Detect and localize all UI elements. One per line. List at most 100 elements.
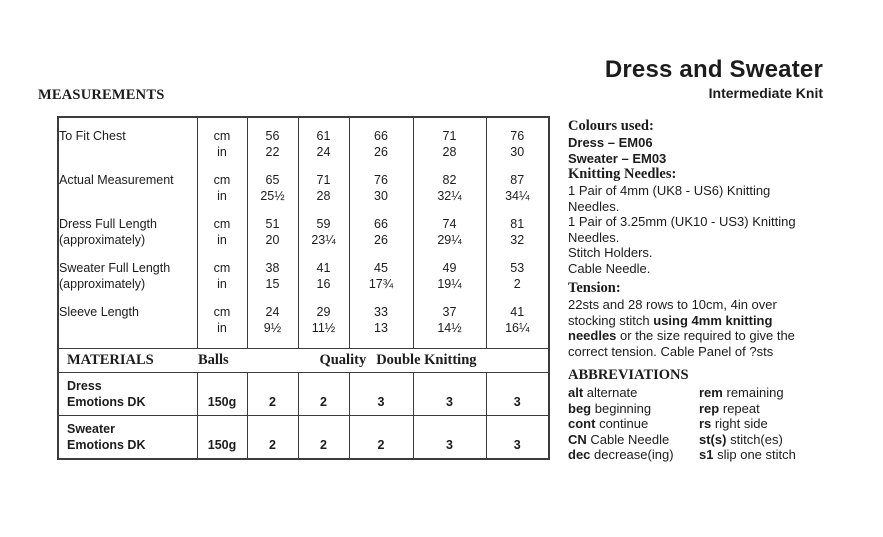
page-subtitle: Intermediate Knit xyxy=(708,85,823,101)
yarn-weight: 150g xyxy=(196,415,247,459)
value-cell: 66 26 xyxy=(348,117,413,172)
materials-header-row: MATERIALS Balls Quality Double Knitting xyxy=(57,348,549,373)
value-cell: 41 16¼ xyxy=(485,304,549,349)
balls-count: 3 xyxy=(412,415,486,459)
value-cell: 71 28 xyxy=(297,172,349,216)
yarn-quality: Emotions DK xyxy=(67,438,146,452)
value-cell: 71 28 xyxy=(412,117,486,172)
needles-line: 1 Pair of 3.25mm (UK10 - US3) Knitting xyxy=(568,214,796,229)
unit-in: in xyxy=(217,145,227,159)
row-label: Actual Measurement xyxy=(59,173,174,187)
row-label-cell: To Fit Chest xyxy=(57,117,197,172)
table-row-to-fit-chest: To Fit Chest cm in 56 22 61 24 66 26 71 28 7… xyxy=(57,117,549,172)
value-cell: 74 29¼ xyxy=(412,216,486,260)
value-cell: 37 14½ xyxy=(412,304,486,349)
unit-cell: cm in xyxy=(196,260,247,304)
stitch-holders-line: Stitch Holders. xyxy=(568,245,653,260)
unit-cm: cm xyxy=(213,173,231,187)
row-label: Sleeve Length xyxy=(59,305,139,319)
abbr-item: st(s) stitch(es) xyxy=(699,431,783,447)
abbreviations-heading: ABBREVIATIONS xyxy=(568,367,689,383)
value-cell: 24 9½ xyxy=(246,304,298,349)
unit-cell: cm in xyxy=(196,304,247,349)
value-cell: 81 32 xyxy=(485,216,549,260)
abbr-item: rep repeat xyxy=(699,400,760,416)
abbr-item: s1 slip one stitch xyxy=(699,447,796,462)
value-cell: 87 34¼ xyxy=(485,172,549,216)
table-row-dress-full-length: Dress Full Length (approximately) cm in … xyxy=(57,216,549,260)
abbr-item: rs right side xyxy=(699,416,768,431)
value-cell: 51 20 xyxy=(246,216,298,260)
unit-in: in xyxy=(217,277,227,291)
unit-cell: cm in xyxy=(196,117,247,172)
page-header: Dress and Sweater Intermediate Knit xyxy=(605,56,823,101)
pattern-details: Colours used: Dress – EM06 Sweater – EM0… xyxy=(568,118,826,463)
materials-heading: MATERIALS xyxy=(67,352,154,368)
value-cell: 33 13 xyxy=(348,304,413,349)
colour-dress: Dress – EM06 xyxy=(568,135,653,150)
materials-row-dress: Dress Emotions DK 150g 2 2 3 3 3 xyxy=(57,372,549,416)
value-cell: 65 25½ xyxy=(246,172,298,216)
balls-count: 3 xyxy=(348,372,413,416)
needles-heading: Knitting Needles: xyxy=(568,166,677,182)
yarn-item: Dress xyxy=(67,379,102,393)
balls-count: 3 xyxy=(485,372,549,416)
tension-heading: Tension: xyxy=(568,280,621,296)
abbr-item: dec decrease(ing) xyxy=(568,447,674,462)
value-cell: 82 32¼ xyxy=(412,172,486,216)
materials-row-sweater: Sweater Emotions DK 150g 2 2 2 3 3 xyxy=(57,415,549,459)
abbr-item: cont continue xyxy=(568,416,649,431)
unit-in: in xyxy=(217,189,227,203)
unit-in: in xyxy=(217,321,227,335)
page-title: Dress and Sweater xyxy=(604,56,823,83)
cable-needle-line: Cable Needle. xyxy=(568,260,651,276)
unit-cm: cm xyxy=(213,305,231,319)
value-cell: 56 22 xyxy=(246,117,298,172)
needles-line: 1 Pair of 4mm (UK8 - US6) Knitting xyxy=(568,183,771,198)
measurements-heading: MEASUREMENTS xyxy=(38,87,165,103)
yarn-weight: 150g xyxy=(196,372,247,416)
yarn-name-cell: Dress Emotions DK xyxy=(57,372,197,416)
row-label-cell: Dress Full Length (approximately) xyxy=(57,216,197,260)
row-label: Sweater Full Length xyxy=(59,261,171,275)
abbr-item: CN Cable Needle xyxy=(568,431,670,447)
abbr-item: beg beginning xyxy=(568,400,652,416)
unit-cm: cm xyxy=(213,129,231,143)
row-label-2: (approximately) xyxy=(59,277,146,291)
unit-cell: cm in xyxy=(196,216,247,260)
balls-count: 2 xyxy=(246,372,298,416)
unit-in: in xyxy=(217,233,227,247)
value-cell: 59 23¼ xyxy=(297,216,349,260)
colour-sweater: Sweater – EM03 xyxy=(568,150,667,166)
balls-count: 2 xyxy=(297,372,349,416)
abbreviations-list: alt alternate beg beginning cont continu… xyxy=(568,385,826,463)
needles-line: Needles. xyxy=(568,198,620,214)
row-label-2: (approximately) xyxy=(59,233,146,247)
balls-label: Balls xyxy=(198,352,229,368)
balls-count: 3 xyxy=(412,372,486,416)
tension-paragraph: 22sts and 28 rows to 10cm, 4in over stoc… xyxy=(568,297,795,359)
balls-count: 3 xyxy=(485,415,549,459)
row-label: Dress Full Length xyxy=(59,217,157,231)
balls-count: 2 xyxy=(297,415,349,459)
measurements-table: To Fit Chest cm in 56 22 61 24 66 26 71 28 7… xyxy=(57,116,550,460)
colours-heading: Colours used: xyxy=(568,118,654,134)
yarn-item: Sweater xyxy=(67,422,115,436)
abbr-item: rem remaining xyxy=(699,385,784,400)
needles-line: Needles. xyxy=(568,229,620,245)
value-cell: 49 19¼ xyxy=(412,260,486,304)
table-row-actual-measurement: Actual Measurement cm in 65 25½ 71 28 76 30… xyxy=(57,172,549,216)
table-row-sleeve-length: Sleeve Length cm in 24 9½ 29 11½ 33 13 37 14… xyxy=(57,304,549,349)
value-cell: 41 16 xyxy=(297,260,349,304)
value-cell: 45 17¾ xyxy=(348,260,413,304)
abbreviations-left-column: alt alternate beg beginning cont continu… xyxy=(568,385,699,463)
yarn-name-cell: Sweater Emotions DK xyxy=(57,415,197,459)
unit-cm: cm xyxy=(213,261,231,275)
yarn-quality: Emotions DK xyxy=(67,395,146,409)
abbreviations-right-column: rem remaining rep repeat rs right side s… xyxy=(699,385,826,463)
unit-cm: cm xyxy=(213,217,231,231)
row-label: To Fit Chest xyxy=(59,129,126,143)
row-label-cell: Sweater Full Length (approximately) xyxy=(57,260,197,304)
value-cell: 29 11½ xyxy=(297,304,349,349)
